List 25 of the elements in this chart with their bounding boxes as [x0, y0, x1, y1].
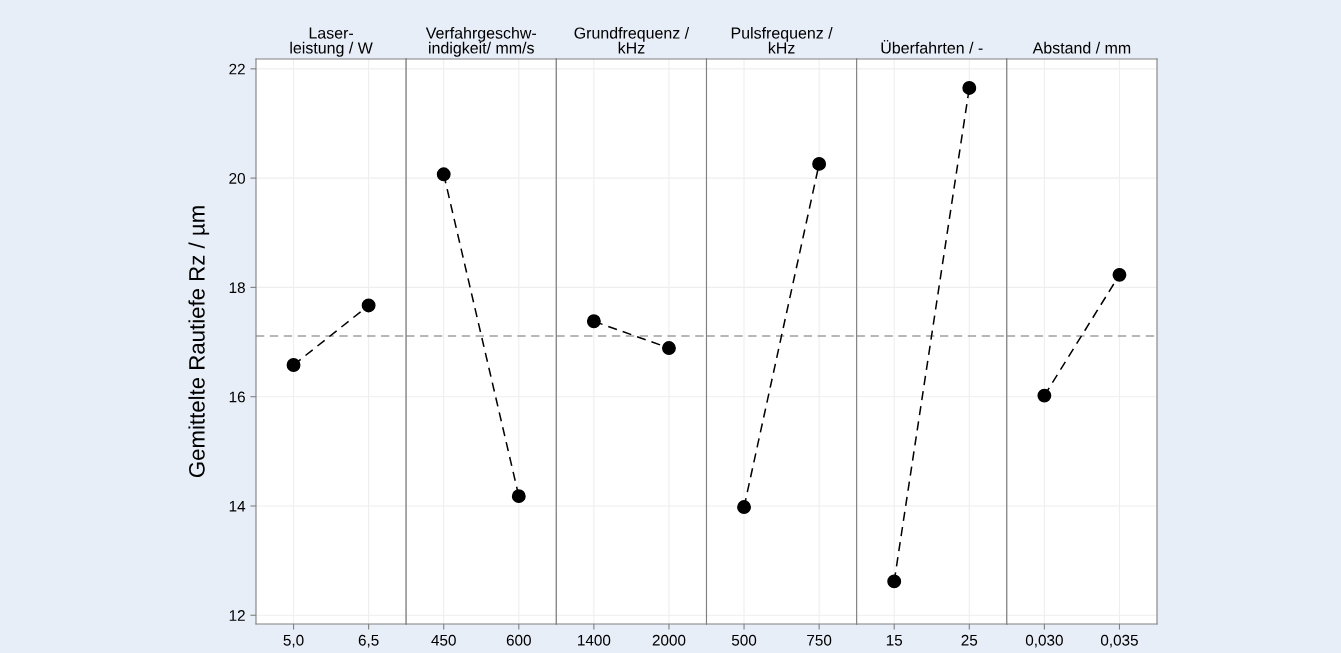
x-tick-label: 0,030 — [1025, 634, 1063, 648]
x-tick-label: 450 — [431, 634, 456, 646]
x-tick-label: 1400 — [578, 634, 611, 646]
x-tick-label: 25 — [961, 634, 978, 646]
y-tick-label: 18 — [229, 282, 245, 294]
x-tick-label: 5,0 — [283, 634, 304, 648]
x-tick-label: 750 — [807, 634, 832, 646]
x-tick-label: 500 — [731, 634, 757, 646]
y-tick-label: 20 — [229, 172, 245, 184]
x-tick-label: 2000 — [652, 634, 686, 646]
chart-title: Überfahrten / - — [881, 40, 983, 54]
y-tick-label: 16 — [229, 391, 245, 403]
x-tick-label: 6,5 — [358, 634, 379, 648]
y-tick-label: 22 — [229, 63, 245, 75]
y-tick-label: 14 — [229, 501, 246, 512]
y-tick-label: 12 — [229, 610, 245, 621]
chart-title: Laser- leistung / W — [290, 27, 373, 57]
chart-title: Abstand / mm — [1032, 41, 1131, 54]
x-tick-label: 0,035 — [1100, 634, 1138, 648]
x-tick-label: 15 — [886, 634, 903, 646]
x-tick-label: 600 — [506, 634, 531, 646]
y-axis-title: Gemittelte Rautiefe Rz / µm — [188, 206, 210, 478]
chart-title: Pulsfrequenz / kHz — [731, 26, 833, 54]
chart-title: Verfahrgeschw- indigkeit/ mm/s — [425, 26, 537, 57]
chart-title: Grundfrequenz / kHz — [574, 26, 690, 54]
